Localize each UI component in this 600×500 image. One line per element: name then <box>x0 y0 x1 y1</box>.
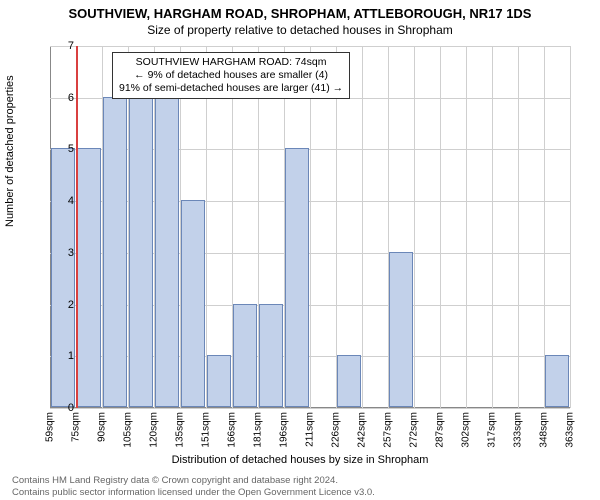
x-tick-label: 120sqm <box>149 412 160 448</box>
histogram-bar <box>155 97 179 407</box>
x-tick-label: 226sqm <box>331 412 342 448</box>
attribution-footer: Contains HM Land Registry data © Crown c… <box>12 475 375 498</box>
y-tick-label: 4 <box>54 195 74 207</box>
gridline-v <box>518 46 519 408</box>
x-axis-label: Distribution of detached houses by size … <box>0 454 600 466</box>
x-tick-label: 90sqm <box>97 412 108 442</box>
histogram-bar <box>259 304 283 407</box>
gridline-v <box>492 46 493 408</box>
histogram-bar <box>129 97 153 407</box>
x-tick-label: 211sqm <box>305 412 316 447</box>
gridline-v <box>466 46 467 408</box>
x-tick-label: 242sqm <box>357 412 368 448</box>
x-tick-label: 333sqm <box>513 412 524 448</box>
x-tick-label: 287sqm <box>435 412 446 448</box>
gridline-v <box>310 46 311 408</box>
gridline-v <box>206 46 207 408</box>
annotation-line: 91% of semi-detached houses are larger (… <box>119 82 343 95</box>
gridline-v <box>336 46 337 408</box>
page-title: SOUTHVIEW, HARGHAM ROAD, SHROPHAM, ATTLE… <box>0 0 600 21</box>
x-tick-label: 196sqm <box>279 412 290 448</box>
x-tick-label: 272sqm <box>409 412 420 448</box>
x-tick-label: 135sqm <box>175 412 186 448</box>
page-subtitle: Size of property relative to detached ho… <box>0 21 600 37</box>
footer-line: Contains public sector information licen… <box>12 487 375 498</box>
y-axis-label: Number of detached properties <box>4 75 16 227</box>
annotation-box: SOUTHVIEW HARGHAM ROAD: 74sqm← 9% of det… <box>112 52 350 99</box>
histogram-bar <box>233 304 257 407</box>
gridline-v <box>362 46 363 408</box>
histogram-bar <box>337 355 361 407</box>
y-tick-label: 3 <box>54 247 74 259</box>
y-tick-label: 1 <box>54 350 74 362</box>
gridline-v <box>570 46 571 408</box>
x-tick-label: 166sqm <box>227 412 238 448</box>
x-tick-label: 59sqm <box>45 412 56 442</box>
histogram-bar <box>207 355 231 407</box>
histogram-bar <box>103 97 127 407</box>
x-tick-label: 348sqm <box>539 412 550 448</box>
gridline-v <box>544 46 545 408</box>
histogram-bar <box>51 148 75 407</box>
x-tick-label: 257sqm <box>383 412 394 448</box>
y-tick-label: 6 <box>54 92 74 104</box>
y-tick-label: 2 <box>54 299 74 311</box>
histogram-bar <box>77 148 101 407</box>
x-tick-label: 317sqm <box>487 412 498 448</box>
x-tick-label: 302sqm <box>461 412 472 448</box>
histogram-bar <box>389 252 413 407</box>
gridline-h <box>50 408 570 409</box>
y-tick-label: 5 <box>54 143 74 155</box>
annotation-line: SOUTHVIEW HARGHAM ROAD: 74sqm <box>119 56 343 69</box>
y-tick-label: 7 <box>54 40 74 52</box>
x-tick-label: 151sqm <box>201 412 212 448</box>
annotation-line: ← 9% of detached houses are smaller (4) <box>119 69 343 82</box>
x-tick-label: 363sqm <box>565 412 576 448</box>
histogram-bar <box>545 355 569 407</box>
x-tick-label: 75sqm <box>71 412 82 442</box>
gridline-v <box>440 46 441 408</box>
chart-plot-area: SOUTHVIEW HARGHAM ROAD: 74sqm← 9% of det… <box>50 46 570 408</box>
histogram-bar <box>285 148 309 407</box>
footer-line: Contains HM Land Registry data © Crown c… <box>12 475 375 486</box>
plot-region: SOUTHVIEW HARGHAM ROAD: 74sqm← 9% of det… <box>50 46 570 408</box>
x-tick-label: 105sqm <box>123 412 134 448</box>
histogram-bar <box>181 200 205 407</box>
property-marker-line <box>76 46 78 408</box>
gridline-v <box>414 46 415 408</box>
chart-container: SOUTHVIEW, HARGHAM ROAD, SHROPHAM, ATTLE… <box>0 0 600 500</box>
x-tick-label: 181sqm <box>253 412 264 448</box>
